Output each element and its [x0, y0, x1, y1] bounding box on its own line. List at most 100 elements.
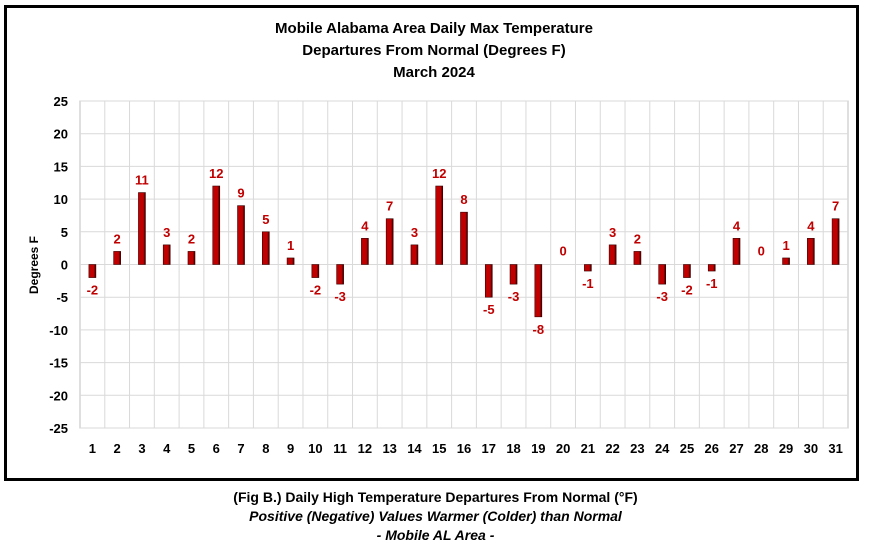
data-label: 2	[114, 231, 121, 246]
data-label: -1	[582, 276, 594, 291]
bar	[683, 264, 691, 278]
x-tick-label: 22	[605, 441, 619, 456]
bar	[113, 251, 121, 265]
chart-title-line-1: Mobile Alabama Area Daily Max Temperatur…	[275, 20, 593, 37]
bar	[732, 238, 741, 265]
data-label: -2	[87, 283, 99, 298]
chart-frame	[4, 5, 859, 481]
data-label: -3	[334, 289, 346, 304]
bar	[262, 231, 270, 265]
bar	[138, 192, 146, 265]
data-label: 2	[188, 231, 195, 246]
chart-title-line-2: Departures From Normal (Degrees F)	[302, 42, 565, 59]
y-tick-label: -15	[49, 356, 68, 371]
bar	[707, 264, 716, 272]
x-tick-label: 27	[729, 441, 743, 456]
data-label: 8	[460, 192, 467, 207]
x-tick-label: 30	[804, 441, 818, 456]
x-tick-label: 17	[482, 441, 496, 456]
x-tick-label: 11	[333, 441, 347, 456]
bar	[410, 244, 419, 265]
bar	[658, 264, 666, 285]
x-tick-label: 1	[89, 441, 96, 456]
x-tick-label: 14	[407, 441, 422, 456]
data-label: 11	[135, 173, 149, 188]
data-labels: -2 2 11 3 2 12 9 5 1 -2 -3 4 7 3 12 8 -5 -3 -8 0 -1 3 2 -3 -2 -1 4…	[87, 166, 840, 337]
data-label: -1	[706, 276, 718, 291]
data-label: -2	[310, 283, 322, 298]
data-label: 12	[209, 166, 223, 181]
bar	[782, 257, 790, 265]
x-tick-label: 16	[457, 441, 471, 456]
data-label: -3	[508, 289, 520, 304]
x-tick-label: 19	[531, 441, 545, 456]
y-tick-label: 20	[54, 127, 68, 142]
caption-line-3: - Mobile AL Area -	[376, 527, 495, 543]
x-tick-label: 10	[308, 441, 322, 456]
figure-caption: (Fig B.) Daily High Temperature Departur…	[0, 488, 871, 545]
bar	[484, 264, 493, 298]
x-tick-label: 24	[655, 441, 670, 456]
bar	[633, 251, 642, 265]
data-label: 4	[361, 218, 369, 233]
x-tick-label: 3	[138, 441, 145, 456]
x-tick-label: 20	[556, 441, 570, 456]
data-label: -8	[533, 322, 545, 337]
bar	[237, 205, 245, 265]
x-tick-label: 12	[358, 441, 372, 456]
y-tick-labels: 25 20 15 10 5 0 -5 -10 -15 -20 -25	[49, 94, 68, 436]
data-label: 0	[758, 244, 765, 259]
x-tick-label: 18	[506, 441, 520, 456]
y-tick-label: 15	[54, 159, 68, 174]
bar	[286, 257, 295, 265]
data-label: 9	[237, 186, 244, 201]
x-tick-label: 25	[680, 441, 694, 456]
data-label: 1	[782, 238, 789, 253]
chart-title-line-3: March 2024	[393, 64, 475, 81]
x-tick-label: 9	[287, 441, 294, 456]
x-tick-label: 23	[630, 441, 644, 456]
data-label: 1	[287, 238, 294, 253]
bar	[336, 264, 344, 285]
y-tick-label: -5	[56, 290, 68, 305]
x-tick-label: 2	[114, 441, 121, 456]
y-tick-label: -20	[49, 388, 68, 403]
bar	[608, 244, 617, 265]
chart: Mobile Alabama Area Daily Max Temperatur…	[27, 20, 849, 456]
data-label: 5	[262, 212, 269, 227]
grid	[79, 100, 849, 429]
x-tick-labels: 1 2 3 4 5 6 7 8 9 10 11 12 13 14 15 16 17 18 19 20 21 22 23 24 2…	[89, 441, 843, 456]
data-label: 12	[432, 166, 446, 181]
x-tick-label: 29	[779, 441, 793, 456]
data-label: 4	[733, 218, 741, 233]
y-tick-label: 10	[54, 192, 68, 207]
bar	[509, 264, 518, 285]
x-tick-label: 8	[262, 441, 269, 456]
bar	[162, 244, 171, 265]
data-label: -3	[656, 289, 668, 304]
data-label: 7	[832, 199, 839, 214]
caption-line-1: (Fig B.) Daily High Temperature Departur…	[233, 489, 638, 505]
x-tick-label: 7	[237, 441, 244, 456]
caption-line-2: Positive (Negative) Values Warmer (Colde…	[249, 508, 622, 524]
bars	[88, 185, 840, 318]
bar	[807, 238, 815, 265]
bar	[187, 251, 196, 265]
bar	[831, 218, 840, 265]
data-label: 3	[411, 225, 418, 240]
bar	[584, 264, 592, 272]
x-tick-label: 15	[432, 441, 446, 456]
y-tick-label: 25	[54, 94, 68, 109]
x-tick-label: 13	[382, 441, 396, 456]
data-label: 3	[609, 225, 616, 240]
bar	[385, 218, 394, 265]
y-tick-label: 0	[61, 258, 68, 273]
data-label: 0	[559, 244, 566, 259]
bar	[88, 264, 97, 278]
data-label: 2	[634, 231, 641, 246]
x-tick-label: 4	[163, 441, 171, 456]
bar	[311, 264, 320, 278]
x-tick-label: 31	[828, 441, 842, 456]
data-label: -2	[681, 283, 693, 298]
y-tick-label: -25	[49, 421, 68, 436]
